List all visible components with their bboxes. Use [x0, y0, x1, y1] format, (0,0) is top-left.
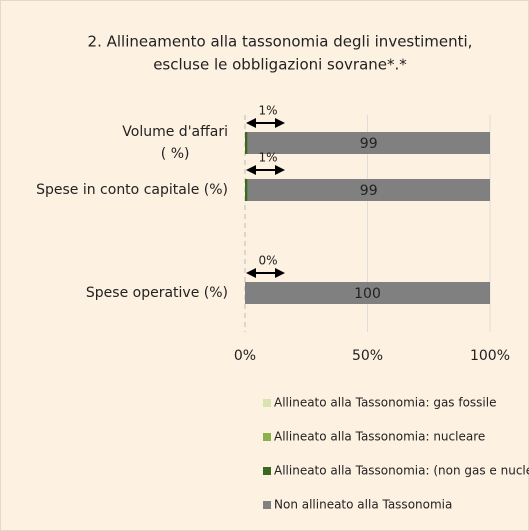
y-tick-label: Volume d'affari ( %) [122, 124, 228, 162]
value-label: 99 [360, 183, 378, 199]
legend-label: Allineato alla Tassonomia: nucleare [274, 430, 485, 444]
legend-label: Allineato alla Tassonomia: (non gas e nu… [274, 464, 529, 478]
bar-segment [245, 132, 248, 154]
annotation-label: 1% [258, 151, 277, 165]
value-label: 100 [354, 286, 381, 302]
x-tick-label: 100% [470, 348, 510, 364]
legend-swatch [263, 433, 271, 441]
legend-swatch [263, 501, 271, 509]
y-tick-label: Spese in conto capitale (%) [36, 182, 228, 198]
bar-segment [245, 179, 248, 201]
bar-segment [245, 282, 490, 304]
bar-segment [247, 179, 490, 201]
chart-title: escluse le obbligazioni sovrane*.* [153, 56, 407, 74]
bar-segment [247, 132, 490, 154]
y-tick-label: Spese operative (%) [85, 285, 228, 301]
annotation-label: 0% [258, 254, 277, 268]
value-label: 99 [360, 136, 378, 152]
chart-title: 2. Allineamento alla tassonomia degli in… [88, 33, 473, 51]
legend-swatch [263, 467, 271, 475]
legend-label: Non allineato alla Tassonomia [274, 498, 452, 512]
legend-swatch [263, 399, 271, 407]
legend-label: Allineato alla Tassonomia: gas fossile [274, 396, 497, 410]
x-tick-label: 0% [234, 348, 256, 364]
annotation-label: 1% [258, 104, 277, 118]
x-tick-label: 50% [352, 348, 383, 364]
